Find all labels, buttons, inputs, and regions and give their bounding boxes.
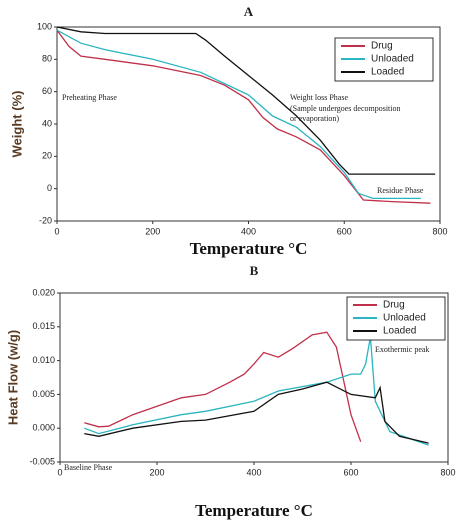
y-tick-label: 0	[47, 183, 52, 193]
series-line	[84, 331, 362, 442]
y-tick-label: 20	[42, 151, 52, 161]
y-tick-label: 0.015	[32, 321, 55, 331]
annotation: Exothermic peak	[375, 345, 429, 354]
y-axis-label: Weight (%)	[9, 91, 24, 158]
annotation: Weight loss Phase	[290, 93, 348, 102]
y-tick-label: 0.020	[32, 287, 55, 297]
y-tick-label: 0.000	[32, 423, 55, 433]
x-tick-label: 600	[337, 226, 352, 236]
chart-title: A	[244, 4, 254, 19]
x-tick-label: 400	[246, 467, 261, 477]
y-tick-label: 0.010	[32, 355, 55, 365]
series-line	[84, 381, 429, 444]
legend-label: Loaded	[383, 326, 416, 337]
annotation: Residue Phase	[377, 186, 424, 195]
annotation: Preheating Phase	[62, 93, 117, 102]
x-axis-label: Temperature °C	[195, 501, 313, 520]
series-line	[56, 29, 421, 200]
x-tick-label: 200	[145, 226, 160, 236]
x-tick-label: 800	[440, 467, 455, 477]
chart-title: B	[250, 263, 259, 278]
x-tick-label: 400	[241, 226, 256, 236]
series-line	[56, 29, 431, 204]
x-tick-label: 0	[54, 226, 59, 236]
y-tick-label: 100	[37, 21, 52, 31]
y-tick-label: 80	[42, 54, 52, 64]
annotation: Baseline Phase	[64, 463, 113, 472]
x-tick-label: 800	[432, 226, 447, 236]
legend-label: Loaded	[371, 67, 404, 78]
y-tick-label: -20	[39, 215, 52, 225]
y-tick-label: 60	[42, 86, 52, 96]
x-axis-label: Temperature °C	[190, 239, 308, 258]
legend-label: Drug	[383, 300, 405, 311]
y-tick-label: 40	[42, 118, 52, 128]
legend-label: Unloaded	[371, 54, 414, 65]
x-tick-label: 0	[57, 467, 62, 477]
legend-label: Unloaded	[383, 313, 426, 324]
x-tick-label: 600	[343, 467, 358, 477]
y-tick-label: -0.005	[29, 456, 55, 466]
y-axis-label: Heat Flow (w/g)	[5, 330, 20, 425]
legend-label: Drug	[371, 41, 393, 52]
series-line	[56, 26, 436, 175]
annotation: or evaporation)	[290, 114, 339, 123]
x-tick-label: 200	[149, 467, 164, 477]
annotation: (Sample undergoes decomposition	[290, 104, 401, 113]
y-tick-label: 0.005	[32, 389, 55, 399]
